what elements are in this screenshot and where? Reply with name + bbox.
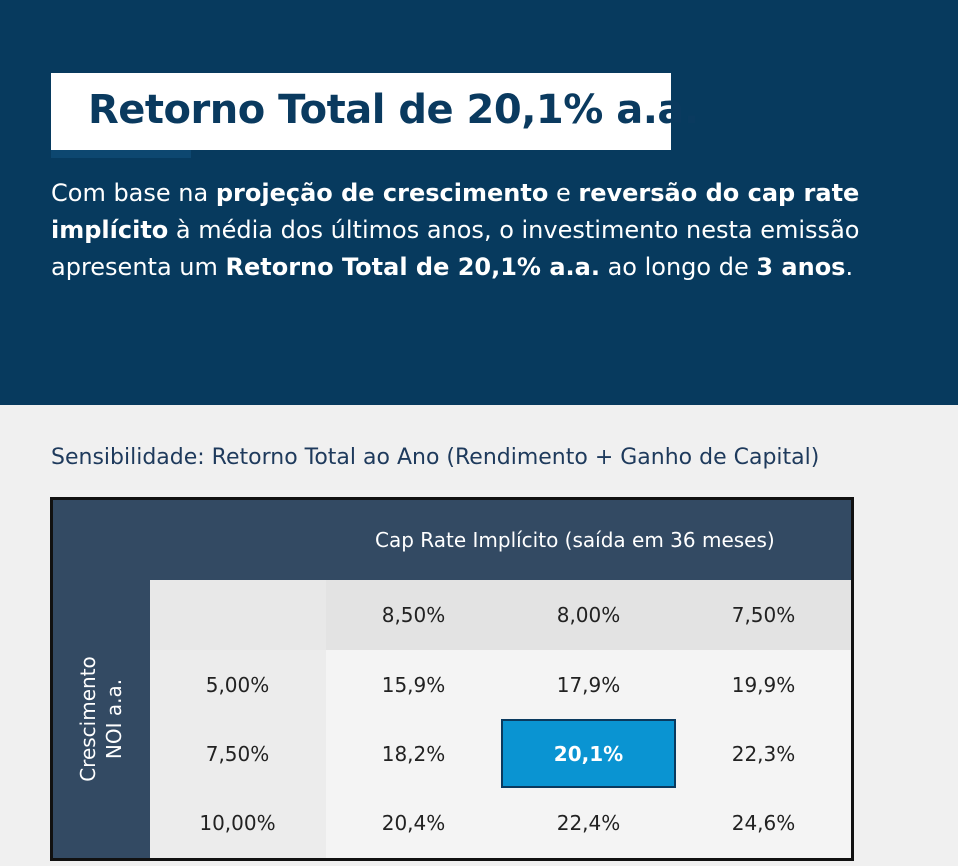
page-title: Retorno Total de 20,1% a.a. [88,87,699,133]
row-header-column: 5,00% 7,50% 10,00% [150,650,326,858]
table-cell: 22,4% [556,810,621,835]
title-accent-strip [51,150,191,158]
row-group-label: Crescimento NOI a.a. [75,656,127,782]
section-title: Sensibilidade: Retorno Total ao Ano (Ren… [51,445,820,470]
title-box: Retorno Total de 20,1% a.a. [51,73,699,150]
table-cell: 20,4% [381,810,446,835]
row-header: 5,00% [205,672,270,697]
intro-text: e [548,179,579,207]
intro-paragraph: Com base na projeção de crescimento e re… [51,175,911,286]
table-cell: 15,9% [381,672,446,697]
corner-cell [150,580,326,650]
column-group-note: (saída em 36 meses) [558,528,775,552]
column-group-label: Cap Rate Implícito [375,528,559,552]
intro-text: Com base na [51,179,216,207]
table-cell: 18,2% [381,741,446,766]
intro-text: à média dos últimos anos, o investimento… [51,216,860,281]
intro-text: . [845,253,854,281]
intro-emphasis: projeção de crescimento [215,179,549,207]
row-header: 7,50% [205,741,270,766]
intro-emphasis: Retorno Total de 20,1% a.a. [225,253,600,281]
row-header: 10,00% [199,810,276,835]
table-cell: 24,6% [731,810,796,835]
intro-text: ao longo de [599,253,757,281]
row-group-header: Crescimento NOI a.a. [53,580,150,858]
hero-banner: Retorno Total de 20,1% a.a. Com base na … [0,0,958,405]
row-group-line: NOI a.a. [102,678,126,760]
intro-emphasis: 3 anos [756,253,846,281]
sensitivity-table: Cap Rate Implícito (saída em 36 meses) 8… [50,497,854,861]
table-cell: 19,9% [731,672,796,697]
table-cell: 22,3% [731,741,796,766]
table-cell: 17,9% [556,672,621,697]
row-group-line: Crescimento [76,656,100,782]
column-header: 7,50% [731,602,796,627]
table-body: 15,9% 17,9% 19,9% 18,2% 20,1% 22,3% 20,4… [326,650,851,858]
column-group-header: Cap Rate Implícito (saída em 36 meses) [375,528,775,552]
column-header-row: 8,50% 8,00% 7,50% [326,580,851,650]
highlighted-cell: 20,1% [501,719,676,788]
intro-emphasis: reversão do cap rate implícito [51,179,860,244]
column-header: 8,00% [556,602,621,627]
column-header: 8,50% [381,602,446,627]
